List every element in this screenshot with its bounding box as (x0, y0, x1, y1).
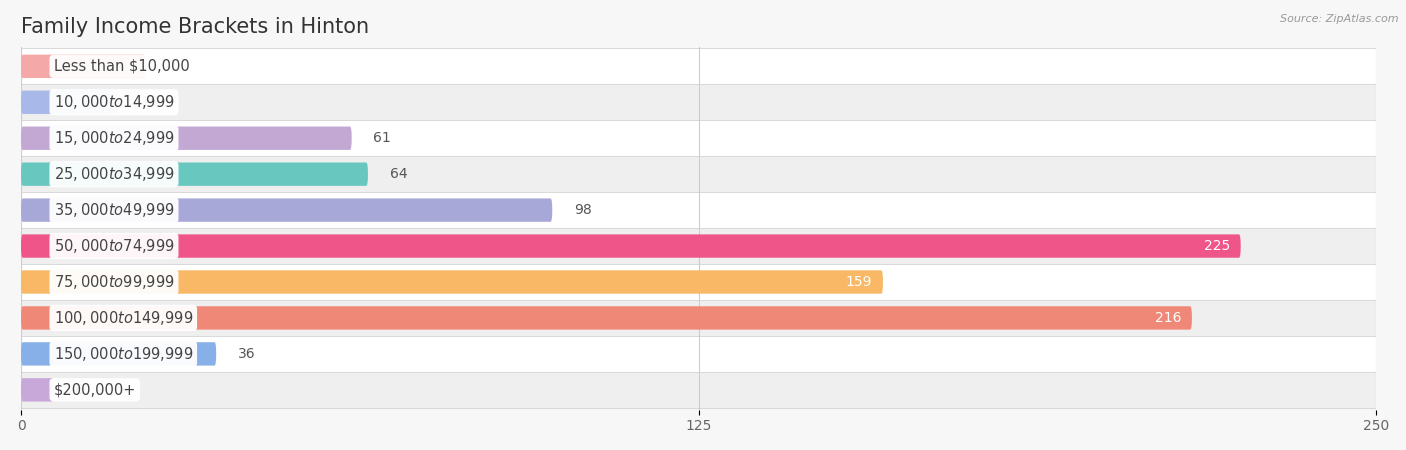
Text: $35,000 to $49,999: $35,000 to $49,999 (53, 201, 174, 219)
Bar (21, 48, 1376, 84)
Text: $10,000 to $14,999: $10,000 to $14,999 (53, 93, 174, 111)
Text: $25,000 to $34,999: $25,000 to $34,999 (53, 165, 174, 183)
Text: $200,000+: $200,000+ (53, 382, 136, 397)
Text: 61: 61 (374, 131, 391, 145)
Bar (21, 336, 1376, 372)
Text: Family Income Brackets in Hinton: Family Income Brackets in Hinton (21, 17, 370, 36)
Text: 159: 159 (845, 275, 872, 289)
Text: $75,000 to $99,999: $75,000 to $99,999 (53, 273, 174, 291)
FancyBboxPatch shape (21, 90, 118, 114)
FancyBboxPatch shape (21, 378, 53, 401)
Text: 64: 64 (389, 167, 408, 181)
Bar (21, 264, 1376, 300)
Text: 225: 225 (1204, 239, 1230, 253)
Text: 36: 36 (238, 347, 256, 361)
Bar (21, 372, 1376, 408)
FancyBboxPatch shape (21, 270, 883, 294)
Text: Source: ZipAtlas.com: Source: ZipAtlas.com (1281, 14, 1399, 23)
Text: $100,000 to $149,999: $100,000 to $149,999 (53, 309, 193, 327)
Text: $50,000 to $74,999: $50,000 to $74,999 (53, 237, 174, 255)
FancyBboxPatch shape (21, 234, 1240, 258)
Text: 98: 98 (574, 203, 592, 217)
Bar (21, 120, 1376, 156)
Text: 6: 6 (76, 383, 84, 397)
Bar (21, 192, 1376, 228)
Bar (21, 228, 1376, 264)
Bar (21, 84, 1376, 120)
FancyBboxPatch shape (21, 198, 553, 222)
Text: $15,000 to $24,999: $15,000 to $24,999 (53, 129, 174, 147)
Bar (21, 300, 1376, 336)
FancyBboxPatch shape (21, 342, 217, 365)
Text: 216: 216 (1154, 311, 1181, 325)
Text: $150,000 to $199,999: $150,000 to $199,999 (53, 345, 193, 363)
Text: Less than $10,000: Less than $10,000 (53, 59, 190, 74)
FancyBboxPatch shape (21, 54, 146, 78)
FancyBboxPatch shape (21, 126, 351, 150)
FancyBboxPatch shape (21, 306, 1192, 330)
FancyBboxPatch shape (21, 162, 368, 186)
Bar (21, 156, 1376, 192)
Text: 18: 18 (141, 95, 157, 109)
Text: 23: 23 (167, 59, 186, 73)
